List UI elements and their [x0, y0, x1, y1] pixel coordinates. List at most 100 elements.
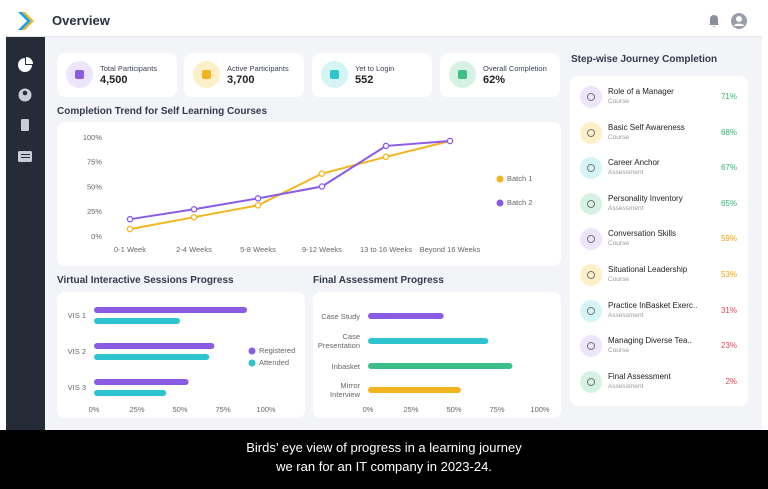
- item-name: Conversation Skills: [608, 229, 677, 239]
- legend-swatch: [248, 359, 256, 367]
- y-tick-label: Case Presentation: [317, 332, 360, 350]
- item-icon-glyph: [587, 271, 595, 279]
- item-name: Managing Diverse Tea..: [608, 336, 692, 346]
- stat-label: Total Participants: [100, 64, 158, 73]
- y-tick-label: 0%: [91, 232, 102, 241]
- nav-dashboard[interactable]: [18, 58, 32, 72]
- item-percent: 65%: [720, 198, 737, 208]
- item-percent: 59%: [720, 234, 737, 244]
- bar: [94, 379, 189, 385]
- bar: [368, 387, 461, 393]
- point: [382, 142, 390, 150]
- y-tick-label: Inbasket: [331, 361, 360, 371]
- point: [318, 170, 326, 177]
- item-icon-glyph: [587, 235, 595, 244]
- item-name: Final Assessment: [608, 371, 671, 381]
- item-name: Career Anchor: [608, 158, 660, 168]
- y-tick-label: VIS 2: [67, 346, 86, 356]
- item-icon-glyph: [587, 377, 595, 386]
- item-percent: 67%: [720, 163, 737, 173]
- x-tick-label: 25%: [129, 405, 144, 414]
- x-tick-label: 0%: [363, 405, 374, 414]
- y-tick-label: Mirror Interview: [329, 381, 360, 399]
- nav-list[interactable]: [18, 151, 32, 162]
- legend-label: Batch 2: [507, 198, 532, 207]
- item-type: Course: [608, 98, 629, 105]
- stat-label: Yet to Login: [355, 64, 395, 73]
- caption-band: [0, 430, 768, 489]
- bell-icon[interactable]: [709, 15, 719, 28]
- x-tick-label: 9-12 Weeks: [302, 245, 342, 254]
- x-tick-label: 5-8 Weeks: [240, 245, 276, 254]
- item-percent: 23%: [720, 341, 737, 351]
- item-type: Course: [608, 347, 629, 355]
- point: [446, 137, 454, 145]
- point: [382, 153, 390, 161]
- item-type: Course: [608, 276, 629, 283]
- bar: [368, 363, 513, 369]
- top-bar: [6, 4, 762, 37]
- point: [254, 202, 262, 209]
- caption-line: we ran for an IT company in 2023-24.: [276, 459, 492, 474]
- x-tick-label: 2-4 Weeks: [176, 245, 212, 254]
- point: [318, 183, 326, 190]
- item-type: Assessment: [608, 169, 644, 177]
- item-name: Role of a Manager: [608, 87, 674, 96]
- item-icon-glyph: [587, 306, 595, 315]
- stat-value: 4,500: [100, 74, 128, 86]
- stat-icon-glyph: [75, 70, 84, 79]
- item-percent: 68%: [720, 127, 737, 137]
- logo: [18, 12, 34, 30]
- stat-icon-glyph: [458, 70, 467, 79]
- item-name: Situational Leadership: [608, 265, 688, 274]
- stat-icon-glyph: [330, 70, 339, 79]
- item-percent: 71%: [720, 92, 737, 101]
- x-tick-label: 50%: [172, 405, 187, 414]
- stat-label: Overall Completion: [483, 64, 547, 73]
- x-tick-label: 13 to 16 Weeks: [360, 245, 412, 254]
- item-percent: 31%: [720, 305, 737, 315]
- sidebar: [6, 37, 45, 430]
- bar: [94, 354, 210, 360]
- point: [126, 225, 134, 233]
- x-tick-label: 25%: [403, 405, 418, 414]
- y-tick-label: 50%: [87, 182, 102, 191]
- caption-line: Birds’ eye view of progress in a learnin…: [246, 440, 522, 455]
- x-tick-label: Beyond 16 Weeks: [420, 245, 481, 254]
- x-tick-label: 50%: [446, 405, 461, 414]
- item-type: Assessment: [608, 311, 644, 319]
- item-icon-glyph: [587, 199, 595, 208]
- point: [254, 195, 262, 202]
- y-tick-label: Case Study: [321, 311, 360, 321]
- series-line: [129, 139, 451, 231]
- item-icon-glyph: [587, 164, 595, 173]
- x-tick-label: 75%: [489, 405, 504, 414]
- legend-swatch: [496, 199, 504, 207]
- point: [190, 213, 198, 221]
- y-tick-label: VIS 1: [67, 310, 86, 320]
- section-title: Final Assessment Progress: [313, 275, 444, 286]
- item-type: Assessment: [608, 382, 644, 390]
- sidebar-icons: [18, 57, 33, 162]
- nav-device[interactable]: [21, 119, 29, 131]
- series-line: [129, 139, 451, 221]
- bar: [94, 343, 215, 349]
- bar: [94, 390, 167, 396]
- stat-value: 3,700: [227, 74, 255, 86]
- stat-value: 62%: [483, 74, 506, 86]
- bar: [94, 318, 180, 324]
- item-name: Personality Inventory: [608, 193, 683, 203]
- legend-label: Batch 1: [507, 174, 532, 183]
- item-name: Practice InBasket Exerc..: [608, 300, 698, 310]
- bar: [368, 338, 489, 344]
- trend-card: [57, 122, 561, 266]
- point: [190, 206, 198, 213]
- item-percent: 53%: [720, 270, 737, 279]
- y-tick-label: VIS 3: [67, 382, 86, 392]
- y-tick-label: 75%: [87, 158, 102, 167]
- section-title: Virtual Interactive Sessions Progress: [57, 275, 234, 286]
- item-name: Basic Self Awareness: [608, 122, 685, 132]
- bar: [368, 313, 444, 319]
